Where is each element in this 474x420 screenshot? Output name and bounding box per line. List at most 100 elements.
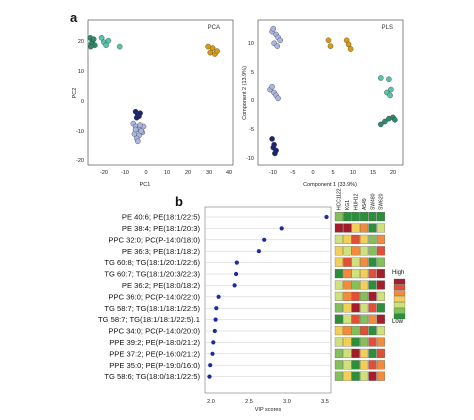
pls-point-gold (325, 37, 332, 44)
pca-point-teal (98, 35, 105, 41)
heatmap: HCC1122 KG1 HUH12 A549 SW480 SW620 (334, 188, 385, 381)
pls-point-gold (327, 43, 334, 49)
vip-row-label: PPE 37:2; PE(P-16:0/21:2) (109, 349, 200, 358)
legend-swatch (393, 284, 406, 291)
vip-x-ticks: 2.0 2.5 3.0 3.5 (207, 399, 329, 405)
heatmap-cell (368, 303, 377, 313)
vip-xtick: 3.5 (321, 399, 329, 405)
heatmap-cell (360, 234, 369, 244)
vip-row-label: TG 58:7; TG(18:1/18:1/22:5).1 (98, 315, 200, 324)
heatmap-cell (351, 326, 360, 336)
heatmap-cell (368, 223, 377, 233)
pca-point-green (90, 36, 97, 42)
vip-row-label: TG 58:7; TG(18:1/18:1/22:5) (104, 304, 200, 313)
heatmap-cell (368, 246, 377, 256)
legend-swatch (393, 278, 406, 285)
heatmap-cell (360, 348, 369, 358)
heatmap-cell (360, 269, 369, 279)
pca-ytick: -20 (76, 158, 84, 164)
pca-point-green (87, 43, 94, 50)
heatmap-cell (334, 269, 343, 279)
vip-row-label: PE 36:3; PE(18:1/18:2) (122, 247, 201, 256)
heatmap-cell (376, 371, 385, 381)
pls-point-lavender (274, 43, 281, 49)
heatmap-cell (360, 326, 369, 336)
pls-point-navy (272, 150, 278, 157)
pca-ytick: 10 (78, 69, 84, 75)
pls-xlabel: Component 1 (33.9%) (303, 182, 357, 188)
legend-low-label: Low (392, 319, 404, 325)
vip-point (212, 328, 217, 334)
vip-point (234, 260, 239, 265)
pca-frame (87, 19, 234, 166)
heatmap-cell (376, 291, 385, 301)
vip-points (207, 214, 329, 379)
pca-ylabel: PC2 (72, 88, 78, 99)
pca-point-teal (116, 43, 123, 50)
vip-row-label: PPE 35:0; PE(P-19:0/16:0) (109, 361, 200, 370)
vip-row-label: PPC 36:0; PC(P-14:0/22:0) (108, 292, 200, 301)
vip-row-label: TG 60:7; TG(18:1/20:3/22:3) (104, 270, 200, 279)
pls-ytick: 0 (251, 98, 254, 104)
vip-row-label: TG 58:6; TG(18:0/18:1/22:5) (104, 372, 200, 381)
heatmap-cell (334, 303, 343, 313)
pls-point-gold (347, 46, 354, 52)
heatmap-cell (351, 348, 360, 358)
pca-xtick: -10 (121, 170, 129, 176)
heatmap-cell (334, 234, 343, 244)
pca-points (87, 35, 220, 145)
pca-point-lavender (135, 138, 141, 145)
legend-swatch (393, 313, 406, 320)
heatmap-cell (376, 269, 385, 279)
heatmap-cell (334, 371, 343, 381)
pca-xtick: 20 (185, 170, 191, 176)
vip-point (234, 271, 239, 277)
heatmap-cell (351, 280, 360, 290)
heatmap-cell (334, 326, 343, 336)
heatmap-cell (343, 303, 352, 313)
vip-labels: PE 40:6; PE(18:1/22:5) PE 38:4; PE(18:1/2… (98, 213, 200, 382)
pls-title: PLS (382, 25, 393, 31)
heatmap-cell (368, 257, 377, 267)
heatmap-cell (376, 223, 385, 233)
heatmap-cell (334, 212, 343, 222)
heatmap-cell (376, 337, 385, 347)
pca-title: PCA (208, 25, 220, 31)
heatmap-cell (376, 234, 385, 244)
heatmap-cell (343, 326, 352, 336)
panel-a-letter: a (70, 10, 78, 25)
vip-row-label: TG 60:8; TG(18:1/20:1/22:6) (104, 258, 200, 267)
pca-xtick: 0 (144, 170, 147, 176)
vip-plot: PE 40:6; PE(18:1/22:5) PE 38:4; PE(18:1/2… (98, 206, 332, 413)
pls-y-ticks: 10 5 0 -5 -10 (246, 41, 254, 162)
pca-point-teal (103, 42, 109, 48)
heatmap-cell (343, 360, 352, 370)
pls-xtick: 15 (370, 170, 376, 176)
heatmap-cell (334, 314, 343, 324)
heatmap-cell (360, 360, 369, 370)
pca-point-lavender (137, 122, 143, 128)
heatmap-column-labels: HCC1122 KG1 HUH12 A549 SW480 SW620 (337, 188, 385, 210)
heatmap-cell (376, 314, 385, 324)
heatmap-cell (360, 371, 369, 381)
heatmap-cell (351, 212, 360, 222)
heatmap-cell (360, 257, 369, 267)
pls-point-teal (378, 75, 384, 81)
pls-point-green (378, 121, 384, 128)
pca-xtick: 30 (206, 170, 212, 176)
heatmap-cell (343, 223, 352, 233)
pls-point-lavender (277, 37, 283, 44)
pls-point-gold (345, 41, 352, 48)
pca-point-teal (105, 37, 112, 44)
vip-point (232, 283, 237, 288)
heatmap-cell (343, 348, 352, 358)
vip-point (279, 226, 284, 231)
heatmap-column-label: SW480 (370, 193, 376, 210)
heatmap-cell (351, 303, 360, 313)
heatmap-cell (368, 360, 377, 370)
heatmap-cell (343, 371, 352, 381)
heatmap-cell (368, 314, 377, 324)
vip-point (262, 237, 267, 242)
pca-xlabel: PC1 (140, 182, 151, 188)
vip-point (256, 249, 261, 254)
